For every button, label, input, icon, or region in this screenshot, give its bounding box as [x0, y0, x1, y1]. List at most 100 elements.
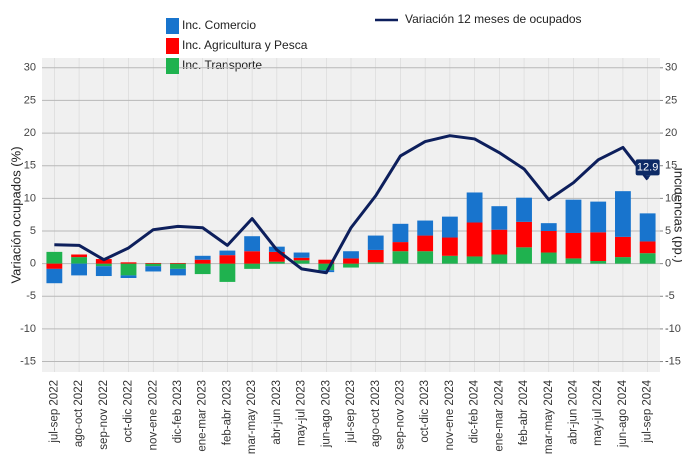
bar-segment — [268, 261, 285, 264]
bar-segment — [219, 263, 236, 282]
legend-label: Inc. Agricultura y Pesca — [182, 38, 308, 52]
y2-tick-label: 25 — [665, 94, 677, 106]
x-tick-label: dic-feb 2023 — [172, 380, 184, 443]
y-tick-label: -10 — [20, 323, 36, 335]
legend-swatch — [166, 58, 179, 74]
y-tick-label: 25 — [24, 94, 36, 106]
bar-segment — [441, 216, 458, 238]
bar-segment — [120, 263, 137, 276]
bar-segment — [95, 263, 112, 267]
y-tick-label: 0 — [30, 258, 36, 270]
bar-segment — [293, 260, 310, 264]
y2-tick-label: -15 — [665, 355, 681, 367]
y-tick-label: 10 — [24, 192, 36, 204]
bar-segment — [170, 268, 186, 276]
bar-segment — [343, 251, 359, 259]
bar-segment — [46, 263, 63, 269]
bar-segment — [392, 251, 409, 264]
bar-segment — [540, 230, 557, 253]
y-tick-label: -15 — [20, 355, 36, 367]
legend-label: Inc. Comercio — [182, 18, 256, 32]
bar-segment — [491, 229, 508, 255]
bar-segment — [268, 251, 285, 262]
y2-tick-label: 0 — [665, 258, 671, 270]
y-tick-label: 5 — [30, 225, 36, 237]
bar-segment — [46, 268, 63, 284]
bar-segment — [417, 251, 434, 264]
y-tick-label: 15 — [24, 160, 36, 172]
x-tick-label: ago-oct 2023 — [370, 380, 382, 447]
bar-segment — [343, 263, 359, 268]
bar-segment — [343, 258, 359, 264]
bar-segment — [639, 241, 656, 254]
bar-segment — [318, 259, 335, 264]
bar-segment — [219, 250, 236, 256]
bar-segment — [466, 192, 483, 223]
y-tick-label: -5 — [26, 290, 36, 302]
bar-segment — [615, 191, 631, 237]
y-axis-label: Variación ocupados (%) — [8, 146, 23, 283]
bar-segment — [466, 256, 483, 264]
bar-segment — [194, 259, 211, 264]
x-tick-label: jul-sep 2022 — [48, 380, 60, 444]
bar-segment — [367, 249, 384, 263]
bar-segment — [145, 262, 162, 264]
bar-segment — [170, 262, 186, 264]
x-tick-label: oct-dic 2022 — [123, 380, 135, 443]
y2-tick-label: 15 — [665, 160, 677, 172]
bar-segment — [120, 262, 137, 264]
bar-segment — [318, 263, 335, 271]
legend-swatch — [166, 38, 179, 54]
bar-segment — [615, 236, 631, 258]
x-tick-label: oct-dic 2023 — [419, 380, 431, 443]
bar-segment — [565, 232, 582, 259]
x-tick-label: mar-may 2023 — [246, 380, 258, 454]
bar-segment — [219, 255, 236, 264]
x-tick-label: feb-abr 2023 — [221, 380, 233, 445]
x-tick-label: nov-ene 2023 — [444, 380, 456, 450]
x-tick-label: sep-nov 2023 — [394, 380, 406, 450]
bar-segment — [441, 237, 458, 256]
bar-segment — [244, 236, 261, 252]
bar-segment — [466, 222, 483, 257]
x-tick-label: ene-mar 2023 — [197, 380, 209, 452]
x-tick-label: jun-ago 2023 — [320, 380, 332, 448]
x-tick-label: may-jul 2024 — [592, 379, 604, 445]
bar-segment — [367, 262, 384, 264]
x-tick-label: abr-jun 2024 — [568, 379, 580, 444]
bar-segment — [392, 242, 409, 252]
bar-segment — [367, 235, 384, 250]
y-tick-label: 20 — [24, 127, 36, 139]
bar-segment — [417, 220, 434, 236]
y2-tick-label: 5 — [665, 225, 671, 237]
y2-tick-label: 20 — [665, 127, 677, 139]
y2-tick-label: -5 — [665, 290, 675, 302]
x-tick-label: may-jul 2023 — [296, 380, 308, 446]
bar-segment — [565, 199, 582, 233]
bar-segment — [293, 257, 310, 261]
bar-segment — [95, 259, 112, 264]
bar-segment — [95, 266, 112, 277]
bar-segment — [46, 251, 63, 264]
bar-segment — [194, 263, 211, 275]
legend-label: Inc. Transporte — [182, 58, 262, 72]
bar-segment — [293, 252, 310, 258]
bar-segment — [392, 223, 409, 243]
bar-segment — [639, 253, 656, 264]
bar-segment — [244, 251, 261, 264]
bar-segment — [145, 266, 162, 272]
bar-segment — [516, 247, 532, 264]
bar-segment — [145, 263, 162, 267]
legend-label: Variación 12 meses de ocupados — [405, 12, 582, 26]
bar-segment — [417, 235, 434, 252]
bar-segment — [540, 223, 557, 231]
y2-tick-label: 10 — [665, 192, 677, 204]
legend-swatch — [166, 18, 179, 34]
x-tick-label: jun-ago 2024 — [617, 379, 629, 448]
bar-segment — [120, 275, 137, 278]
value-label-pointer — [644, 175, 651, 180]
bar-segment — [565, 258, 582, 264]
bar-segment — [516, 221, 532, 248]
x-tick-label: abr-jun 2023 — [271, 380, 283, 445]
bar-segment — [491, 254, 508, 264]
